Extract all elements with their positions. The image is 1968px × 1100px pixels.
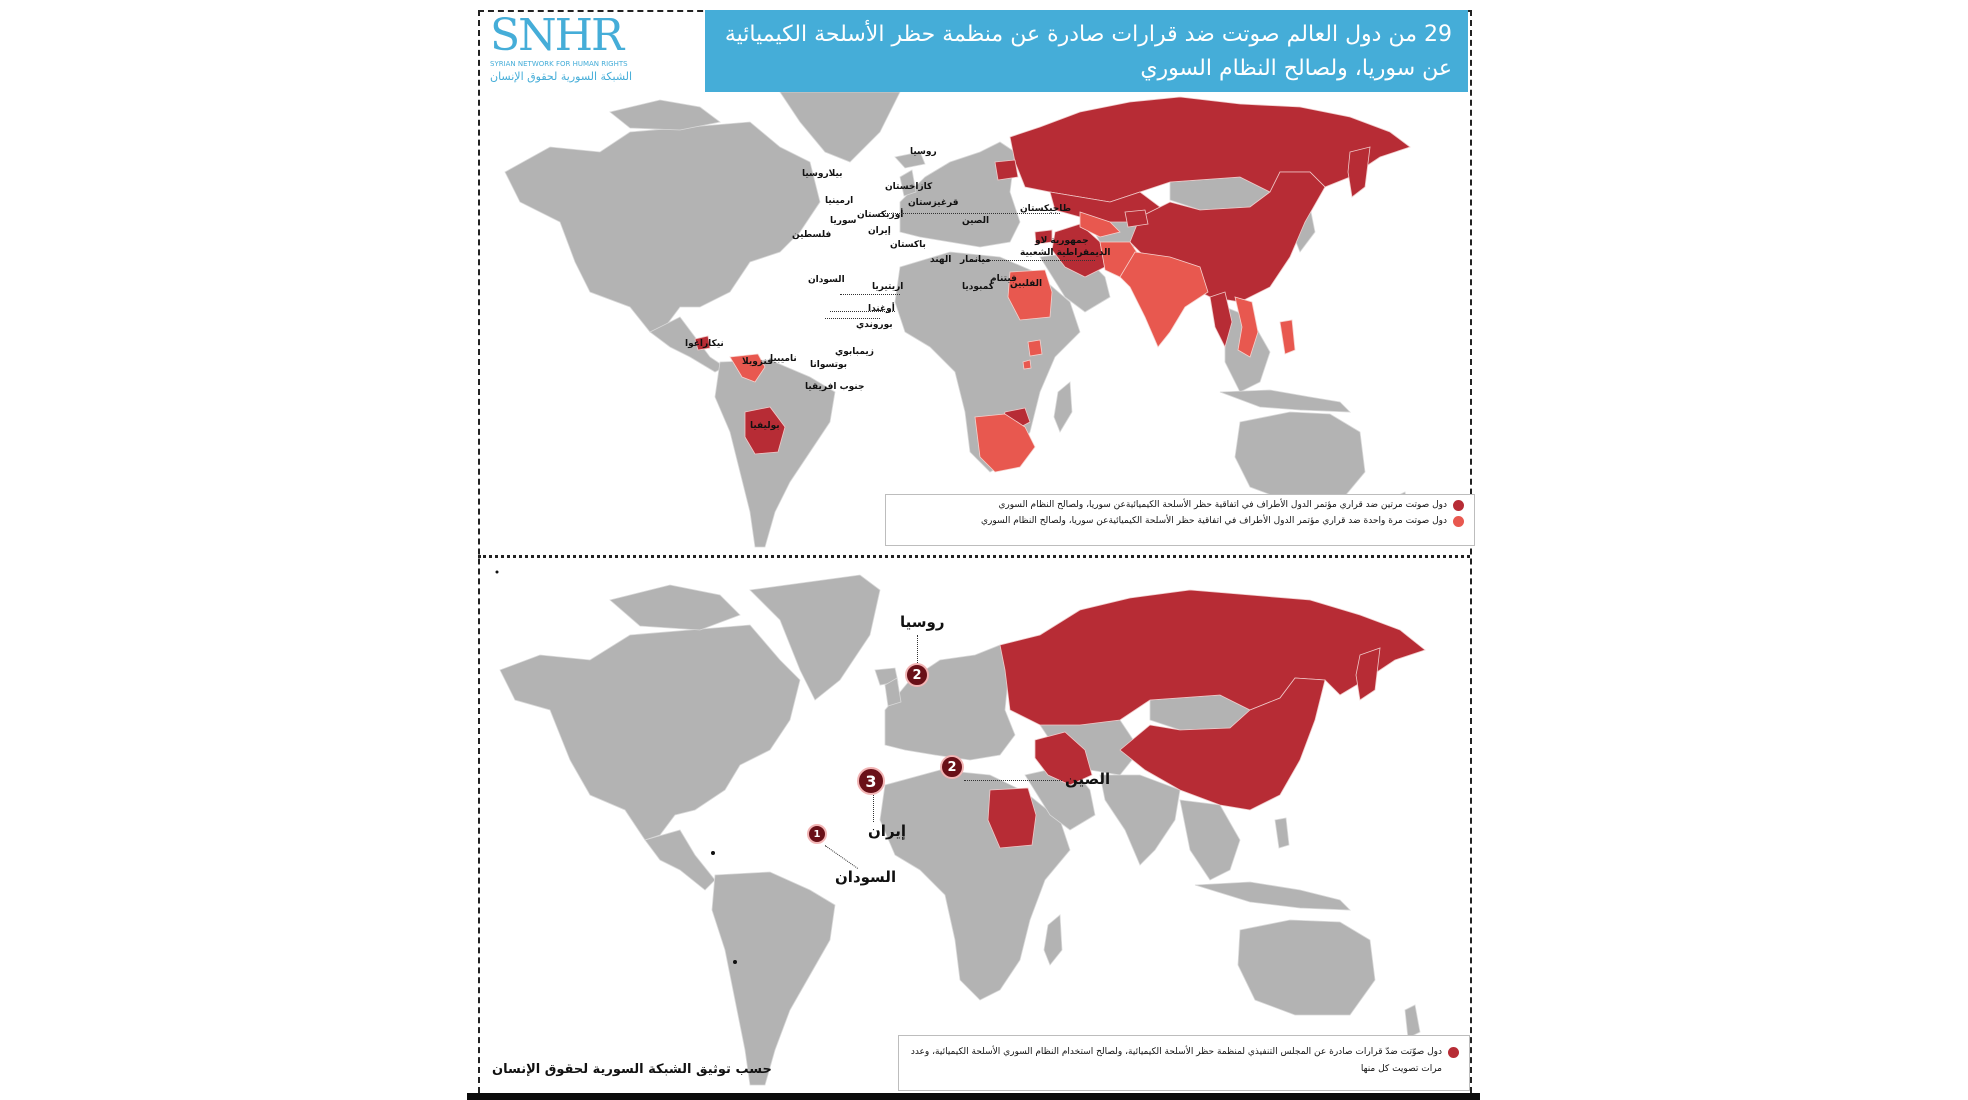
bottom-map-shapes: [495, 570, 1426, 1086]
logo-english-name: SYRIAN NETWORK FOR HUMAN RIGHTS: [490, 60, 628, 68]
source-credit: حسب توثيق الشبكة السورية لحقوق الإنسان: [492, 1062, 772, 1077]
label-burundi: بوروندي: [856, 320, 893, 330]
label-tajikistan: طاجيكستان: [1020, 204, 1072, 214]
label-south-africa: جنوب افريقيا: [805, 382, 865, 392]
dashed-frame-left: [478, 10, 480, 1093]
legend-text-voted-once: دول صوتت مرة واحدة ضد قراري مؤتمر الدول …: [981, 516, 1447, 526]
label-sudan: السودان: [808, 275, 845, 285]
label-uganda: أوغندا: [868, 304, 895, 314]
label-bottom-russia: روسيا: [900, 613, 945, 631]
label-namibia: ناميبيا: [770, 354, 797, 364]
label-laos-line2: الديمقراطية الشعبية: [1020, 248, 1111, 258]
label-laos-line1: جمهورية لاو: [1035, 236, 1089, 246]
label-china: الصين: [962, 216, 990, 226]
legend-dot-light-red-icon: [1453, 516, 1464, 527]
label-armenia: ارمينيا: [825, 196, 854, 206]
label-iran: إيران: [868, 226, 891, 236]
top-world-map: روسيا بيلاروسيا كازاخستان قرغيزستان أوزب…: [480, 92, 1468, 552]
label-kazakhstan: كازاخستان: [885, 182, 933, 192]
title-banner: 29 من دول العالم صوتت ضد قرارات صادرة عن…: [705, 10, 1468, 92]
label-belarus: بيلاروسيا: [802, 169, 843, 179]
logo-arabic-name: الشبكة السورية لحقوق الإنسان: [490, 70, 633, 83]
label-philippines: الفلبين: [1010, 279, 1043, 289]
label-cambodia: كمبوديا: [962, 282, 994, 292]
top-map-shapes: [504, 92, 1411, 548]
label-vietnam: فيتنام: [990, 274, 1017, 284]
label-bottom-sudan: السودان: [835, 868, 897, 886]
top-map-legend: دول صوتت مرتين ضد قراري مؤتمر الدول الأط…: [885, 494, 1475, 546]
leader-uganda: [830, 311, 895, 312]
legend-dot-dark-red-icon: [1448, 1047, 1459, 1058]
legend-row-executive-council: دول صوّتت ضدّ قرارات صادرة عن المجلس الت…: [909, 1044, 1459, 1078]
label-nicaragua: نيكاراغوا: [685, 339, 724, 349]
label-india: الهند: [930, 255, 952, 265]
map-separator: [478, 555, 1470, 558]
dashed-frame-right: [1470, 10, 1472, 1093]
leader-burundi: [825, 318, 880, 319]
bottom-map-legend: دول صوّتت ضدّ قرارات صادرة عن المجلس الت…: [898, 1035, 1470, 1091]
label-uzbekistan: أوزبكستان: [857, 210, 904, 220]
marker-sudan: 1: [807, 824, 827, 844]
legend-text-executive-council: دول صوّتت ضدّ قرارات صادرة عن المجلس الت…: [910, 1047, 1442, 1074]
snhr-logo: SNHR SYRIAN NETWORK FOR HUMAN RIGHTS الش…: [490, 14, 640, 94]
label-palestine: فلسطين: [792, 230, 832, 240]
label-zimbabwe: زيمبابوي: [835, 347, 874, 357]
bottom-band: [467, 1093, 1480, 1100]
label-venezuela: فنزويلا: [742, 357, 773, 367]
label-pakistan: باكستان: [890, 240, 926, 250]
label-botswana: بوتسوانا: [810, 360, 848, 370]
marker-russia: 2: [905, 663, 929, 687]
marker-china: 2: [940, 755, 964, 779]
bottom-world-map: 2 2 3 1 روسيا الصين إيران السودان: [480, 560, 1468, 1090]
label-eritrea: اريتيريا: [872, 282, 904, 292]
title-line-2: عن سوريا، ولصالح النظام السوري: [1140, 56, 1452, 81]
leader-tajikistan: [880, 213, 1060, 214]
logo-mark: SNHR: [490, 10, 624, 61]
label-bolivia: بوليفيا: [750, 421, 780, 431]
title-line-1: 29 من دول العالم صوتت ضد قرارات صادرة عن…: [724, 22, 1452, 47]
label-syria: سوريا: [830, 216, 857, 226]
label-kyrgyzstan: قرغيزستان: [908, 198, 959, 208]
label-bottom-iran: إيران: [868, 822, 907, 840]
leader-bottom-iran: [873, 795, 874, 822]
leader-eritrea: [840, 294, 900, 295]
legend-row-voted-once: دول صوتت مرة واحدة ضد قراري مؤتمر الدول …: [896, 515, 1464, 528]
legend-row-voted-twice: دول صوتت مرتين ضد قراري مؤتمر الدول الأط…: [896, 499, 1464, 512]
leader-bottom-russia: [917, 635, 918, 663]
label-russia: روسيا: [910, 147, 937, 157]
label-bottom-china: الصين: [1065, 770, 1111, 788]
label-myanmar: ميانمار: [960, 255, 991, 265]
legend-text-voted-twice: دول صوتت مرتين ضد قراري مؤتمر الدول الأط…: [998, 500, 1447, 510]
marker-iran: 3: [857, 767, 885, 795]
leader-laos: [970, 260, 1095, 261]
legend-dot-dark-red-icon: [1453, 500, 1464, 511]
leader-bottom-china: [964, 780, 1062, 781]
